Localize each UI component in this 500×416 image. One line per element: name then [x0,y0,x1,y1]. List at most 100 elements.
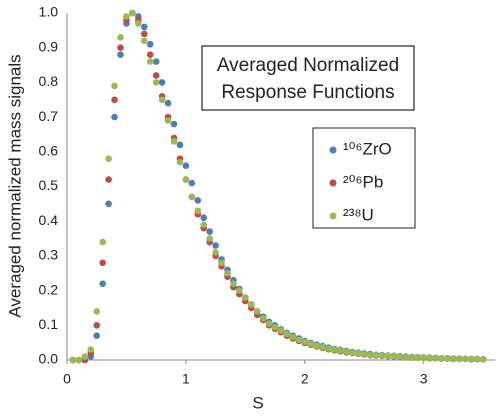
data-point [331,346,338,353]
data-point [354,350,362,357]
data-point [265,320,273,327]
x-tick-label: 1 [182,371,190,387]
x-tick-label: 3 [420,371,428,387]
data-point [206,228,213,235]
y-tick-label: 0.7 [39,108,59,124]
data-point [295,336,303,344]
data-point [461,355,469,363]
data-point [307,340,315,348]
data-point [438,354,445,362]
data-point [253,308,261,315]
data-point [158,79,166,86]
data-point [152,72,160,79]
data-point [396,353,404,360]
data-point [224,269,231,277]
legend-marker [329,179,337,187]
data-point [414,354,422,361]
data-point [105,176,112,183]
data-point [123,13,130,20]
data-point [81,353,89,360]
data-point [99,280,106,287]
data-point [450,355,457,362]
data-point [212,242,219,249]
data-point [75,356,83,364]
y-tick-label: 1.0 [39,4,59,20]
data-point [158,96,166,104]
data-point [236,287,243,294]
data-point [135,20,142,27]
data-point [420,354,427,362]
data-point [182,176,190,183]
data-point [402,353,410,361]
x-axis-title: S [252,393,263,412]
data-point [194,197,202,204]
annotation-box [201,45,415,111]
data-point [170,138,178,145]
data-point [247,301,255,308]
y-tick-label: 0.0 [39,351,59,367]
data-point [188,193,196,201]
data-point [152,58,160,65]
data-point [319,343,326,351]
y-tick-label: 0.3 [39,247,59,263]
data-point [283,330,291,338]
data-point [93,332,101,340]
data-point [218,259,225,267]
data-point [349,349,356,357]
data-point [105,200,112,208]
annotation: Averaged Normalized [217,55,399,76]
data-point [444,355,451,362]
y-axis-title: Averaged normalized mass signals [5,54,24,317]
data-point [117,44,124,51]
data-point [206,235,213,242]
data-point [289,333,297,341]
y-tick-label: 0.1 [39,316,59,332]
data-point [432,354,439,362]
data-point [69,356,77,364]
x-tick-label: 0 [63,371,71,387]
data-point [140,23,148,31]
data-point [259,315,267,322]
data-point [105,155,112,163]
data-point [140,37,148,45]
data-point [408,353,416,361]
data-point [146,40,154,48]
data-point [146,58,154,65]
data-point [230,280,237,287]
data-point [366,351,374,359]
data-point [343,348,350,355]
legend-marker [329,212,337,220]
data-point [271,323,279,331]
legend-label: ¹⁰⁶ZrO [343,139,392,158]
data-point [129,9,136,17]
data-point [146,51,154,58]
data-point [111,113,118,121]
data-point [426,354,433,362]
data-point [182,162,190,169]
data-point [111,96,118,104]
data-point [152,79,160,86]
annotation: Response Functions [221,82,394,103]
legend-box [312,127,416,229]
data-point [164,99,172,107]
data-point [372,351,380,359]
data-point [93,322,101,329]
data-point [111,82,118,90]
data-point [313,342,320,350]
data-point [176,141,184,149]
data-point [384,352,392,360]
x-tick-label: 2 [301,371,309,387]
legend-marker [329,146,337,154]
y-tick-label: 0.8 [39,73,59,89]
y-tick-label: 0.6 [39,143,59,159]
data-point [467,355,475,363]
data-point [301,338,309,346]
data-point [337,347,344,354]
data-point [117,51,124,58]
data-point [194,207,202,215]
data-point [117,33,124,41]
data-point [99,259,106,267]
data-point [176,158,184,166]
data-point [200,221,208,228]
